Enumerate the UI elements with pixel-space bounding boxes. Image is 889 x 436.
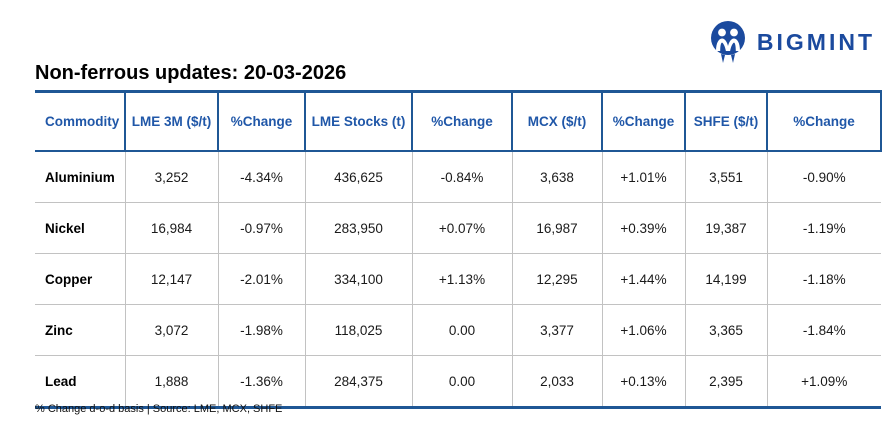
lme-change-value: -0.97% <box>217 202 305 254</box>
lme-3m-value: 16,984 <box>124 202 218 254</box>
shfe-change-value: -1.18% <box>766 253 881 305</box>
mcx-change-value: +1.01% <box>601 151 685 203</box>
mcx-change-value: +1.06% <box>601 304 685 356</box>
col-header-mcx-change: %Change <box>601 91 685 152</box>
table-header-row: Commodity LME 3M ($/t) %Change LME Stock… <box>35 91 882 152</box>
non-ferrous-prices-table: Commodity LME 3M ($/t) %Change LME Stock… <box>35 90 882 409</box>
bigmint-logo-icon <box>710 21 745 63</box>
mcx-change-value: +1.44% <box>601 253 685 305</box>
stocks-change-value: +1.13% <box>411 253 512 305</box>
lme-stocks-value: 118,025 <box>304 304 412 356</box>
mcx-change-value: +0.13% <box>601 355 685 409</box>
lme-3m-value: 3,252 <box>124 151 218 203</box>
lme-3m-value: 1,888 <box>124 355 218 409</box>
lme-stocks-value: 283,950 <box>304 202 412 254</box>
table-row-nickel: Nickel 16,984 -0.97% 283,950 +0.07% 16,9… <box>35 202 881 254</box>
table-row-aluminium: Aluminium 3,252 -4.34% 436,625 -0.84% 3,… <box>35 151 881 203</box>
stocks-change-value: 0.00 <box>411 304 512 356</box>
lme-stocks-value: 436,625 <box>304 151 412 203</box>
bigmint-logo-text: BIGMINT <box>756 28 875 55</box>
mcx-value: 2,033 <box>511 355 602 409</box>
mcx-value: 16,987 <box>511 202 602 254</box>
lme-3m-value: 12,147 <box>124 253 218 305</box>
col-header-shfe-change: %Change <box>766 91 882 152</box>
lme-change-value: -1.36% <box>217 355 305 409</box>
table-row-zinc: Zinc 3,072 -1.98% 118,025 0.00 3,377 +1.… <box>35 304 881 356</box>
mcx-value: 3,638 <box>511 151 602 203</box>
table-row-copper: Copper 12,147 -2.01% 334,100 +1.13% 12,2… <box>35 253 881 305</box>
shfe-change-value: +1.09% <box>766 355 881 409</box>
commodity-name: Nickel <box>35 202 125 254</box>
mcx-value: 3,377 <box>511 304 602 356</box>
col-header-commodity: Commodity <box>35 91 125 152</box>
lme-stocks-value: 334,100 <box>304 253 412 305</box>
shfe-value: 2,395 <box>684 355 767 409</box>
source-footnote: % Change d-o-d basis | Source: LME, MCX,… <box>35 403 283 415</box>
lme-change-value: -4.34% <box>217 151 305 203</box>
stocks-change-value: +0.07% <box>411 202 512 254</box>
shfe-value: 19,387 <box>684 202 767 254</box>
table-row-lead: Lead 1,888 -1.36% 284,375 0.00 2,033 +0.… <box>35 355 881 409</box>
commodity-name: Lead <box>35 355 125 409</box>
col-header-mcx: MCX ($/t) <box>511 91 602 152</box>
lme-stocks-value: 284,375 <box>304 355 412 409</box>
commodity-name: Copper <box>35 253 125 305</box>
col-header-lme-3m: LME 3M ($/t) <box>124 91 218 152</box>
lme-change-value: -1.98% <box>217 304 305 356</box>
bigmint-logo: BIGMINT <box>708 20 875 64</box>
mcx-change-value: +0.39% <box>601 202 685 254</box>
stocks-change-value: 0.00 <box>411 355 512 409</box>
lme-change-value: -2.01% <box>217 253 305 305</box>
commodity-name: Zinc <box>35 304 125 356</box>
col-header-lme-change: %Change <box>217 91 305 152</box>
stocks-change-value: -0.84% <box>411 151 512 203</box>
shfe-value: 3,365 <box>684 304 767 356</box>
col-header-lme-stocks: LME Stocks (t) <box>304 91 412 152</box>
shfe-change-value: -1.19% <box>766 202 881 254</box>
lme-3m-value: 3,072 <box>124 304 218 356</box>
shfe-value: 14,199 <box>684 253 767 305</box>
col-header-stocks-change: %Change <box>411 91 512 152</box>
prices-table-wrapper: Commodity LME 3M ($/t) %Change LME Stock… <box>35 90 882 409</box>
shfe-value: 3,551 <box>684 151 767 203</box>
shfe-change-value: -1.84% <box>766 304 881 356</box>
col-header-shfe: SHFE ($/t) <box>684 91 767 152</box>
page-title: Non-ferrous updates: 20-03-2026 <box>35 62 347 84</box>
commodity-name: Aluminium <box>45 169 115 185</box>
shfe-change-value: -0.90% <box>766 151 881 203</box>
mcx-value: 12,295 <box>511 253 602 305</box>
